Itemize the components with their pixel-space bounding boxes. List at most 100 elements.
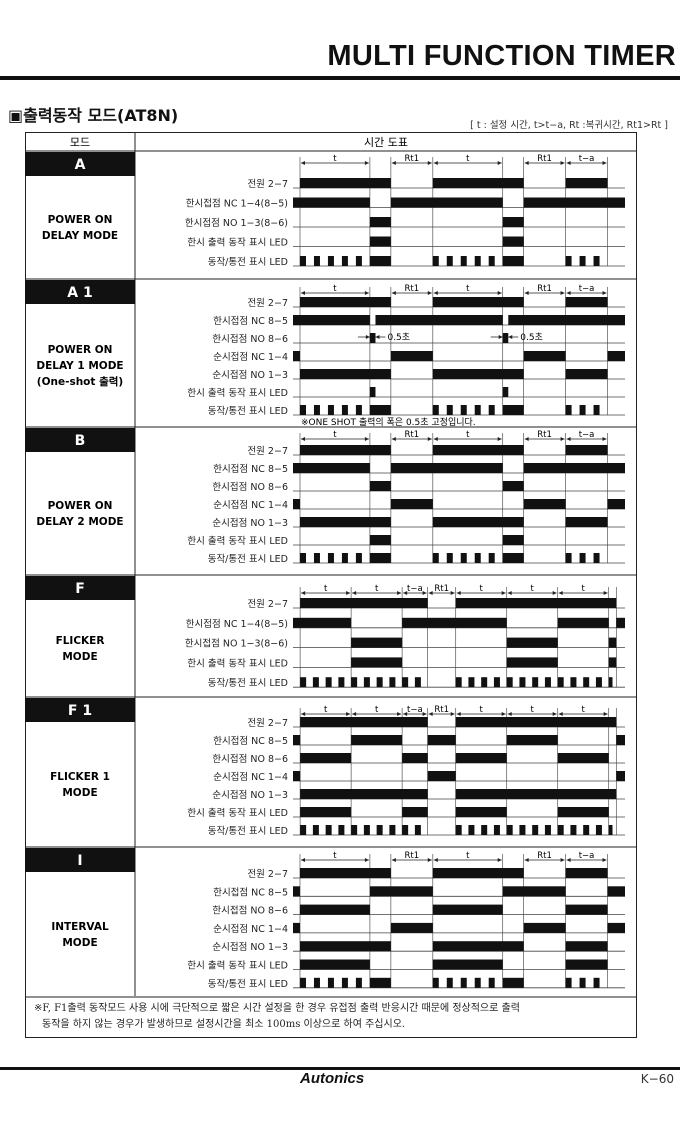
signal-high-segment [506,735,558,745]
signal-high-segment [351,735,403,745]
signal-high-segment [432,445,524,455]
mode-section-f: F FLICKER MODE t t t−a Rt1 t t t 전원 2−7 한시접점 NC 1−4… [25,576,637,698]
led-blink-pulse [351,677,358,688]
signal-high-segment [607,922,625,933]
led-blink-pulse [338,677,345,688]
oneshot-label: 0.5초 [387,332,410,343]
signal-high-segment [390,922,433,933]
signal-high-segment [299,904,370,915]
led-blink-pulse [565,977,572,988]
signal-high-segment [390,499,433,509]
signal-high-segment [293,886,300,897]
dimension-label: Rt1 [434,584,449,594]
led-blink-pulse [474,405,481,415]
signal-high-segment [608,637,617,648]
signal-high-segment [402,617,507,628]
led-blink-pulse [460,256,467,266]
dimension-arrow-icon [566,161,607,165]
signal-high-segment [502,481,524,491]
led-blink-pulse [338,825,345,835]
led-blink-pulse [506,825,513,835]
signal-high-segment [432,941,524,952]
dimension-arrow-icon [391,858,432,862]
signal-high-segment [432,868,524,878]
led-blink-pulse [446,977,453,988]
dimension-label: t [531,705,535,715]
signal-high-segment [502,886,566,897]
signal-label: 전원 2−7 [247,599,288,610]
led-blink-pulse [557,825,564,835]
signal-high-segment [502,333,509,343]
dimension-label: t [333,154,337,164]
led-blink-pulse [557,677,564,688]
signal-high-segment [293,315,370,325]
signal-label: 한시접점 NC 1−4(8−5) [186,198,288,210]
led-blink-pulse [313,405,320,415]
led-blink-pulse [460,977,467,988]
signal-high-segment [369,886,433,897]
mode-section-b: B POWER ON DELAY 2 MODE t Rt1 t Rt1 t−a 전원 2−7 한시… [25,428,637,576]
signal-label: 한시 출력 동작 표시 LED [187,387,288,399]
signal-high-segment [293,197,370,208]
led-blink-pulse [432,553,439,563]
signal-high-segment [502,256,524,266]
signal-label: 한시접점 NO 1−3(8−6) [185,638,288,650]
led-blink-pulse [519,677,526,688]
led-blink-pulse [488,256,495,266]
signal-label: 한시접점 NC 8−5 [213,463,288,475]
signal-high-segment [369,387,376,397]
signal-label: 동작/통전 표시 LED [208,979,288,990]
signal-label: 한시 출력 동작 표시 LED [187,237,288,249]
signal-high-segment [565,297,608,307]
signal-high-segment [557,807,609,817]
signal-high-segment [565,445,608,455]
signal-high-segment [502,977,524,988]
signal-high-segment [607,886,625,897]
led-blink-pulse [593,977,600,988]
dimension-label: t [333,851,337,861]
signal-high-segment [300,807,352,817]
led-blink-pulse [488,405,495,415]
mode-name: POWER ON [48,214,113,226]
led-blink-pulse [468,825,475,835]
signal-high-segment [607,351,625,361]
signal-high-segment [502,217,524,227]
signal-high-segment [299,178,391,188]
signal-label: 순시접점 NO 1−3 [212,789,288,801]
dimension-label: t [333,284,337,294]
led-blink-pulse [402,677,409,688]
signal-label: 동작/통전 표시 LED [208,678,288,689]
signal-label: 순시접점 NO 1−3 [212,517,288,529]
signal-high-segment [402,807,428,817]
mode-code: A [75,157,86,173]
led-blink-pulse [583,825,590,835]
dimension-arrow-icon [391,291,432,295]
signal-high-segment [369,256,391,266]
led-blink-pulse [363,825,370,835]
caution-note: ※F, F1출력 동작모드 사용 시에 극단적으로 짧은 시간 설정을 한 경우… [34,1001,520,1033]
mode-name: DELAY 1 MODE [36,360,123,372]
led-blink-pulse [355,553,362,563]
led-blink-pulse [327,553,334,563]
dimension-arrow-icon [524,291,565,295]
signal-high-segment [565,369,608,379]
led-blink-pulse [570,825,577,835]
brand-logo: Autonics [300,1070,365,1087]
led-blink-pulse [355,405,362,415]
signal-high-segment [427,735,456,745]
signal-high-segment [299,517,391,527]
led-blink-pulse [474,256,481,266]
mode-section-a1: A 1 POWER ON DELAY 1 MODE (One-shot 출력) t Rt1… [25,280,637,428]
signal-high-segment [300,598,428,608]
led-blink-pulse [460,553,467,563]
led-blink-pulse [544,677,551,688]
signal-high-segment [293,771,301,781]
dimension-label: Rt1 [434,705,449,715]
signal-label: 한시 출력 동작 표시 LED [187,807,288,819]
signal-label: 순시접점 NC 1−4 [213,923,288,935]
mode-code-bar [25,576,135,600]
signal-high-segment [502,405,524,415]
mode-code: A 1 [67,285,92,301]
led-blink-pulse [312,677,319,688]
led-blink-pulse [579,405,586,415]
